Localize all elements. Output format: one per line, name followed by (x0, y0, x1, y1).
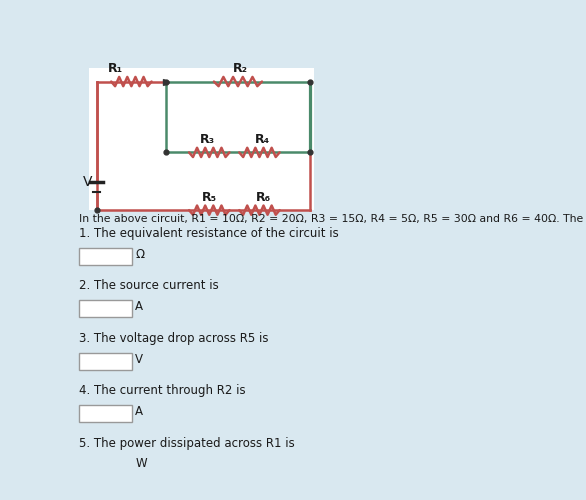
Text: In the above circuit, R1 = 10Ω, R2 = 20Ω, R3 = 15Ω, R4 = 5Ω, R5 = 30Ω and R6 = 4: In the above circuit, R1 = 10Ω, R2 = 20Ω… (80, 214, 586, 224)
Text: R₆: R₆ (256, 191, 271, 204)
Text: R₁: R₁ (108, 62, 123, 76)
Text: 5. The power dissipated across R1 is: 5. The power dissipated across R1 is (80, 436, 295, 450)
Text: A: A (135, 405, 143, 418)
Text: V: V (83, 174, 92, 188)
FancyBboxPatch shape (80, 352, 132, 370)
Text: R₂: R₂ (233, 62, 248, 76)
Text: A: A (135, 300, 143, 314)
Text: 2. The source current is: 2. The source current is (80, 280, 219, 292)
Text: Ω: Ω (135, 248, 144, 261)
Text: V: V (135, 353, 143, 366)
FancyBboxPatch shape (80, 248, 132, 265)
Text: W: W (135, 458, 147, 470)
FancyBboxPatch shape (88, 68, 314, 210)
Text: R₃: R₃ (200, 133, 215, 146)
Text: R₅: R₅ (202, 191, 217, 204)
Text: R₄: R₄ (255, 133, 270, 146)
FancyBboxPatch shape (80, 300, 132, 317)
Text: 4. The current through R2 is: 4. The current through R2 is (80, 384, 246, 397)
FancyBboxPatch shape (80, 458, 132, 474)
Text: 3. The voltage drop across R5 is: 3. The voltage drop across R5 is (80, 332, 269, 345)
FancyBboxPatch shape (80, 405, 132, 422)
Text: 1. The equivalent resistance of the circuit is: 1. The equivalent resistance of the circ… (80, 227, 339, 240)
